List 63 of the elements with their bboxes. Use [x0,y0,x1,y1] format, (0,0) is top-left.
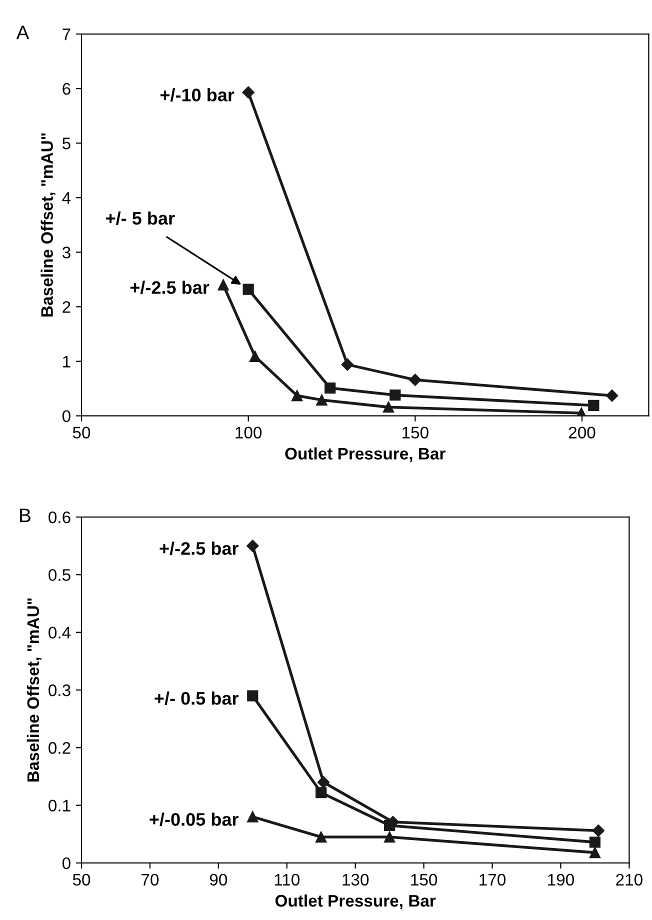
y-tick-label: 0.6 [48,511,70,524]
y-tick-label: 0.5 [48,569,70,581]
point [589,836,601,848]
y-tick-label: 1 [63,356,70,368]
y-tick-label: 4 [62,192,71,204]
y-tick-label: 0.4 [48,626,71,639]
point [316,394,328,406]
point [247,811,258,822]
point [384,831,396,843]
text: B [20,508,30,522]
x-tick-label: 130 [342,874,369,886]
point [409,374,422,386]
point [382,402,394,413]
x-tick-label: 170 [480,874,506,886]
series-label: +/- 0.5 bar [154,692,238,705]
series-label: +/-2.5 bar [160,542,238,556]
point [246,540,259,552]
text: A [16,26,30,40]
point [341,358,354,371]
y-tick-label: 2 [62,301,70,313]
x-tick-label: 150 [402,426,428,438]
point [247,690,258,702]
y-tick-label: 3 [62,246,70,258]
point [291,390,303,402]
series-label: +/-2.5 bar [130,280,210,294]
y-axis-title: Baseline Offset, "mAU" [26,598,42,782]
y-axis-title: Baseline Offset, "mAU" [40,133,56,316]
x-axis-title: Outlet Pressure, Bar [275,894,436,910]
y-tick-label: 0 [62,857,70,870]
point [592,824,604,837]
x-tick-label: 190 [548,874,574,886]
point [589,847,601,858]
x-tick-label: 150 [411,874,438,886]
point [317,776,330,788]
point [316,787,327,798]
y-tick-label: 0.2 [48,742,70,754]
series-label: +/-10 bar [160,88,234,102]
point [324,382,336,394]
x-tick-label: 210 [616,874,642,886]
point [588,400,600,412]
x-tick-label: 70 [142,874,159,886]
point [218,279,229,290]
x-tick-label: 100 [236,426,262,438]
y-tick-label: 7 [62,28,70,40]
text: +/- 5 bar [106,211,175,225]
x-tick-label: 110 [274,874,300,886]
x-axis-title: Outlet Pressure, Bar [285,447,446,462]
y-tick-label: 5 [62,138,70,150]
point [316,831,327,843]
y-tick-label: 0.1 [48,800,70,812]
y-tick-label: 0.3 [48,684,70,696]
series-label: +/-0.05 bar [150,812,238,826]
point [242,86,254,98]
x-tick-label: 50 [72,426,90,438]
point [242,284,254,295]
y-tick-label: 0 [62,410,70,422]
y-tick-label: 6 [62,82,70,95]
x-tick-label: 90 [210,874,228,886]
x-tick-label: 50 [72,874,90,886]
x-tick-label: 200 [568,426,596,438]
point [249,350,261,362]
point [606,390,618,402]
point [390,390,401,401]
